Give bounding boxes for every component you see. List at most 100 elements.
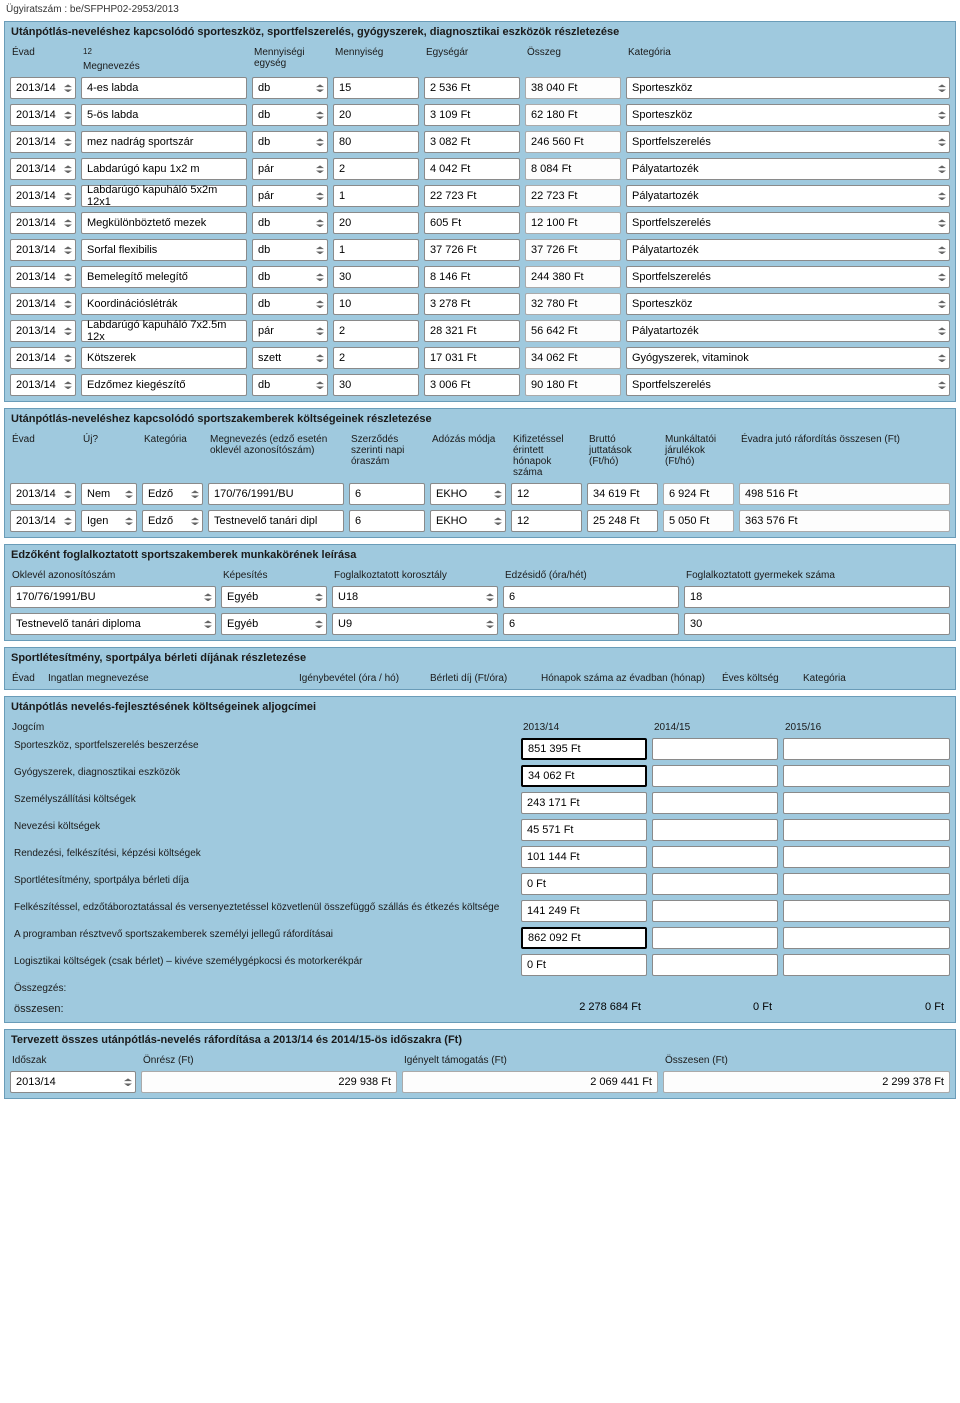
category-select[interactable]: Sporteszköz: [626, 104, 950, 126]
cost-1516-input[interactable]: [783, 765, 950, 787]
unit-select[interactable]: db: [252, 293, 328, 315]
period-select[interactable]: 2013/14: [10, 1071, 136, 1093]
evad-select[interactable]: 2013/14: [10, 483, 76, 505]
qty-input[interactable]: 2: [333, 320, 419, 342]
category-select[interactable]: Sporteszköz: [626, 77, 950, 99]
evad-select[interactable]: 2013/14: [10, 104, 76, 126]
evad-select[interactable]: 2013/14: [10, 158, 76, 180]
cost-1314-input[interactable]: 0 Ft: [521, 873, 647, 895]
hours-input[interactable]: 6: [349, 483, 425, 505]
evad-select[interactable]: 2013/14: [10, 185, 76, 207]
months-input[interactable]: 12: [511, 483, 582, 505]
unit-select[interactable]: pár: [252, 185, 328, 207]
cost-1516-input[interactable]: [783, 873, 950, 895]
price-input[interactable]: 3 082 Ft: [424, 131, 520, 153]
qty-input[interactable]: 2: [333, 347, 419, 369]
qty-input[interactable]: 80: [333, 131, 419, 153]
name-input[interactable]: Edzőmez kiegészítő: [81, 374, 247, 396]
price-input[interactable]: 3 109 Ft: [424, 104, 520, 126]
category-select[interactable]: Sportfelszerelés: [626, 131, 950, 153]
hours-input[interactable]: 6: [503, 586, 679, 608]
category-select[interactable]: Pályatartozék: [626, 320, 950, 342]
qty-input[interactable]: 20: [333, 104, 419, 126]
name-input[interactable]: Koordinációslétrák: [81, 293, 247, 315]
cost-1516-input[interactable]: [783, 846, 950, 868]
cost-1314-input[interactable]: 45 571 Ft: [521, 819, 647, 841]
qty-input[interactable]: 30: [333, 266, 419, 288]
name-input[interactable]: Labdarúgó kapuháló 5x2m 12x1: [81, 185, 247, 207]
cost-1516-input[interactable]: [783, 900, 950, 922]
category-select[interactable]: Sportfelszerelés: [626, 266, 950, 288]
unit-select[interactable]: pár: [252, 320, 328, 342]
name-input[interactable]: Bemelegítő melegítő: [81, 266, 247, 288]
qty-input[interactable]: 2: [333, 158, 419, 180]
cost-1516-input[interactable]: [783, 927, 950, 949]
hours-input[interactable]: 6: [349, 510, 425, 532]
age-select[interactable]: U18: [332, 586, 498, 608]
evad-select[interactable]: 2013/14: [10, 239, 76, 261]
gross-input[interactable]: 34 619 Ft: [587, 483, 658, 505]
evad-select[interactable]: 2013/14: [10, 293, 76, 315]
cost-1314-input[interactable]: 141 249 Ft: [521, 900, 647, 922]
cost-1415-input[interactable]: [652, 900, 778, 922]
category-select[interactable]: Sportfelszerelés: [626, 374, 950, 396]
cost-1415-input[interactable]: [652, 846, 778, 868]
cost-1314-input[interactable]: 862 092 Ft: [521, 927, 647, 949]
category-select[interactable]: Sportfelszerelés: [626, 212, 950, 234]
evad-select[interactable]: 2013/14: [10, 131, 76, 153]
qty-input[interactable]: 20: [333, 212, 419, 234]
cat-select[interactable]: Edző: [142, 483, 203, 505]
cert-input[interactable]: 170/76/1991/BU: [208, 483, 344, 505]
cost-1314-input[interactable]: 34 062 Ft: [521, 765, 647, 787]
age-select[interactable]: U9: [332, 613, 498, 635]
tax-select[interactable]: EKHO: [430, 483, 506, 505]
cost-1415-input[interactable]: [652, 738, 778, 760]
qty-input[interactable]: 1: [333, 239, 419, 261]
cost-1516-input[interactable]: [783, 954, 950, 976]
evad-select[interactable]: 2013/14: [10, 374, 76, 396]
gross-input[interactable]: 25 248 Ft: [587, 510, 658, 532]
kids-input[interactable]: 30: [684, 613, 950, 635]
new-select[interactable]: Igen: [81, 510, 137, 532]
cost-1516-input[interactable]: [783, 792, 950, 814]
price-input[interactable]: 2 536 Ft: [424, 77, 520, 99]
qty-input[interactable]: 1: [333, 185, 419, 207]
unit-select[interactable]: db: [252, 104, 328, 126]
cost-1415-input[interactable]: [652, 819, 778, 841]
evad-select[interactable]: 2013/14: [10, 510, 76, 532]
cost-1314-input[interactable]: 101 144 Ft: [521, 846, 647, 868]
cost-1516-input[interactable]: [783, 819, 950, 841]
category-select[interactable]: Sporteszköz: [626, 293, 950, 315]
cost-1415-input[interactable]: [652, 927, 778, 949]
price-input[interactable]: 37 726 Ft: [424, 239, 520, 261]
category-select[interactable]: Pályatartozék: [626, 158, 950, 180]
price-input[interactable]: 4 042 Ft: [424, 158, 520, 180]
unit-select[interactable]: db: [252, 131, 328, 153]
category-select[interactable]: Gyógyszerek, vitaminok: [626, 347, 950, 369]
cost-1415-input[interactable]: [652, 765, 778, 787]
unit-select[interactable]: db: [252, 266, 328, 288]
unit-select[interactable]: pár: [252, 158, 328, 180]
evad-select[interactable]: 2013/14: [10, 347, 76, 369]
kids-input[interactable]: 18: [684, 586, 950, 608]
price-input[interactable]: 28 321 Ft: [424, 320, 520, 342]
name-input[interactable]: Labdarúgó kapu 1x2 m: [81, 158, 247, 180]
unit-select[interactable]: db: [252, 239, 328, 261]
cost-1314-input[interactable]: 243 171 Ft: [521, 792, 647, 814]
evad-select[interactable]: 2013/14: [10, 212, 76, 234]
evad-select[interactable]: 2013/14: [10, 320, 76, 342]
price-input[interactable]: 8 146 Ft: [424, 266, 520, 288]
price-input[interactable]: 22 723 Ft: [424, 185, 520, 207]
cat-select[interactable]: Edző: [142, 510, 203, 532]
unit-select[interactable]: db: [252, 77, 328, 99]
name-input[interactable]: mez nadrág sportszár: [81, 131, 247, 153]
hours-input[interactable]: 6: [503, 613, 679, 635]
price-input[interactable]: 3 278 Ft: [424, 293, 520, 315]
price-input[interactable]: 3 006 Ft: [424, 374, 520, 396]
qty-input[interactable]: 15: [333, 77, 419, 99]
name-input[interactable]: Kötszerek: [81, 347, 247, 369]
tax-select[interactable]: EKHO: [430, 510, 506, 532]
evad-select[interactable]: 2013/14: [10, 266, 76, 288]
qual-select[interactable]: Egyéb: [221, 586, 327, 608]
name-input[interactable]: Labdarúgó kapuháló 7x2.5m 12x: [81, 320, 247, 342]
